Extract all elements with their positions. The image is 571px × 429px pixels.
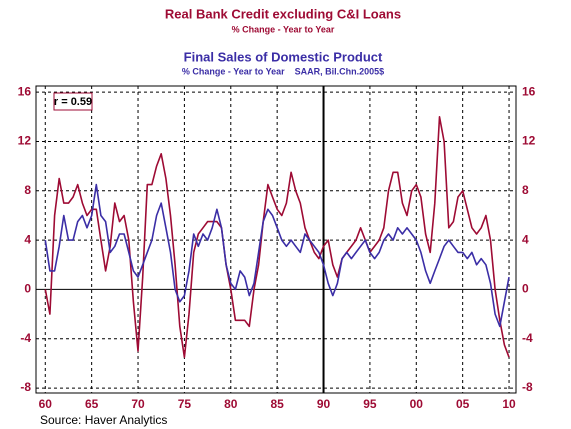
annotation-box (53, 92, 93, 111)
y2-tick-label: 12 (522, 134, 536, 148)
x-tick-label: 75 (178, 397, 192, 411)
y2-tick-label: -8 (522, 380, 533, 394)
y-tick-label: 0 (24, 282, 31, 296)
y-tick-label: 12 (18, 134, 32, 148)
series-line (44, 116, 510, 358)
chart-title: Real Bank Credit excluding C&I Loans (165, 6, 401, 21)
x-tick-label: 00 (410, 397, 424, 411)
y2-tick-label: 16 (522, 84, 536, 98)
x-tick-label: 05 (456, 397, 470, 411)
x-tick-label: 80 (224, 397, 238, 411)
plot-area: -8 -4 0 4 8 12 16 -8 -4 0 4 8 12 16 60 65 70 75 80 85 90 95 00… (18, 84, 536, 411)
source: Source: Haver Analytics (40, 413, 167, 427)
y-tick-label: 16 (18, 84, 32, 98)
y2-tick-label: 4 (522, 232, 529, 246)
y2-tick-label: 8 (522, 183, 529, 197)
plot-frame (35, 85, 517, 394)
y-tick-label: -4 (20, 331, 31, 345)
chart-subtitle: % Change - Year to Year (232, 24, 335, 34)
x-tick-label: 65 (85, 397, 99, 411)
chart-title-2: Final Sales of Domestic Product (184, 49, 383, 64)
y-tick-label: -8 (20, 380, 31, 394)
annotation: r = 0.59 (54, 96, 92, 108)
y-tick-label: 4 (24, 232, 31, 246)
y2-tick-label: -4 (522, 331, 533, 345)
x-tick-label: 10 (502, 397, 516, 411)
x-tick-label: 90 (317, 397, 331, 411)
x-tick-label: 85 (270, 397, 284, 411)
x-tick-label: 70 (131, 397, 145, 411)
chart-subtitle-2: % Change - Year to Year SAAR, Bil.Chn.20… (182, 66, 384, 76)
y-tick-label: 8 (24, 183, 31, 197)
y2-tick-label: 0 (522, 282, 529, 296)
x-tick-label: 95 (363, 397, 377, 411)
x-tick-label: 60 (39, 397, 53, 411)
series-line (44, 183, 510, 328)
